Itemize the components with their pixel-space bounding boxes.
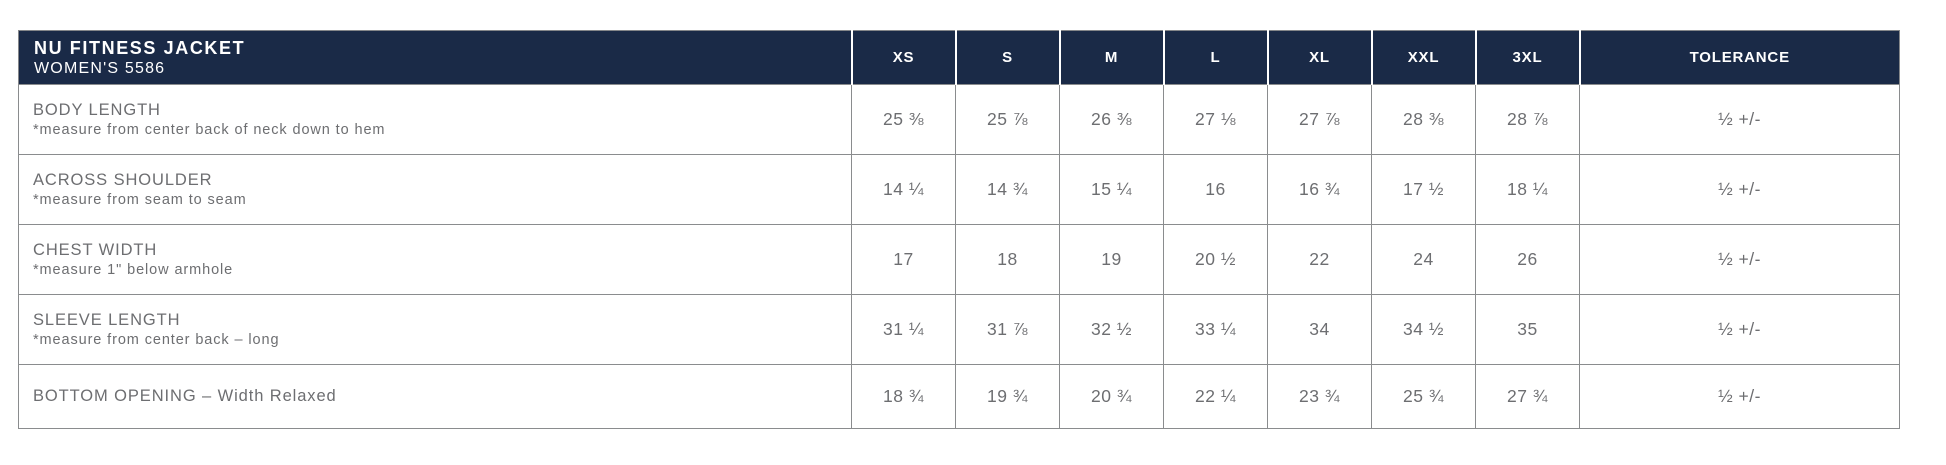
column-header-xxl: XXL xyxy=(1370,30,1476,85)
size-value-3xl: 18 ¼ xyxy=(1475,154,1580,225)
measurement-note: *measure 1" below armhole xyxy=(33,262,234,278)
table-title-cell: NU FITNESS JACKET WOMEN'S 5586 xyxy=(18,30,852,85)
measurement-name: SLEEVE LENGTH xyxy=(33,311,181,329)
size-value-s: 14 ¾ xyxy=(955,154,1060,225)
size-value-xs: 18 ¾ xyxy=(851,364,956,429)
measurement-name: BOTTOM OPENING – Width Relaxed xyxy=(33,387,337,405)
size-value-xs: 17 xyxy=(851,224,956,295)
measurement-label-cell: ACROSS SHOULDER *measure from seam to se… xyxy=(18,154,852,225)
size-value-xxl: 24 xyxy=(1371,224,1476,295)
size-value-3xl: 35 xyxy=(1475,294,1580,365)
size-value-l: 16 xyxy=(1163,154,1268,225)
column-header-3xl: 3XL xyxy=(1474,30,1580,85)
size-value-xl: 23 ¾ xyxy=(1267,364,1372,429)
table-row-sleeve-length: SLEEVE LENGTH *measure from center back … xyxy=(18,294,1900,365)
size-value-l: 27 ⅛ xyxy=(1163,84,1268,155)
table-row-across-shoulder: ACROSS SHOULDER *measure from seam to se… xyxy=(18,154,1900,225)
size-value-3xl: 26 xyxy=(1475,224,1580,295)
size-value-l: 33 ¼ xyxy=(1163,294,1268,365)
size-value-s: 19 ¾ xyxy=(955,364,1060,429)
size-value-xxl: 28 ⅜ xyxy=(1371,84,1476,155)
measurement-label-cell: SLEEVE LENGTH *measure from center back … xyxy=(18,294,852,365)
measurement-name: CHEST WIDTH xyxy=(33,241,158,259)
size-value-m: 15 ¼ xyxy=(1059,154,1164,225)
column-header-s: S xyxy=(954,30,1060,85)
measurement-name: ACROSS SHOULDER xyxy=(33,171,213,189)
size-value-l: 22 ¼ xyxy=(1163,364,1268,429)
size-value-l: 20 ½ xyxy=(1163,224,1268,295)
table-row-bottom-opening: BOTTOM OPENING – Width Relaxed 18 ¾ 19 ¾… xyxy=(18,364,1900,429)
measurement-label-cell: BODY LENGTH *measure from center back of… xyxy=(18,84,852,155)
measurement-note: *measure from center back – long xyxy=(33,332,280,348)
tolerance-value: ½ +/- xyxy=(1579,364,1900,429)
measurement-note: *measure from seam to seam xyxy=(33,192,247,208)
measurement-label-cell: CHEST WIDTH *measure 1" below armhole xyxy=(18,224,852,295)
measurement-label-cell: BOTTOM OPENING – Width Relaxed xyxy=(18,364,852,429)
size-value-xl: 34 xyxy=(1267,294,1372,365)
table-row-body-length: BODY LENGTH *measure from center back of… xyxy=(18,84,1900,155)
table-row-chest-width: CHEST WIDTH *measure 1" below armhole 17… xyxy=(18,224,1900,295)
tolerance-value: ½ +/- xyxy=(1579,154,1900,225)
size-value-xs: 25 ⅜ xyxy=(851,84,956,155)
column-header-tolerance: TOLERANCE xyxy=(1578,30,1900,85)
column-header-xs: XS xyxy=(850,30,956,85)
column-header-l: L xyxy=(1162,30,1268,85)
column-header-m: M xyxy=(1058,30,1164,85)
size-value-3xl: 28 ⅞ xyxy=(1475,84,1580,155)
size-value-m: 32 ½ xyxy=(1059,294,1164,365)
size-value-xxl: 17 ½ xyxy=(1371,154,1476,225)
size-value-xxl: 34 ½ xyxy=(1371,294,1476,365)
tolerance-value: ½ +/- xyxy=(1579,224,1900,295)
size-value-xl: 27 ⅞ xyxy=(1267,84,1372,155)
table-body: BODY LENGTH *measure from center back of… xyxy=(18,84,1900,429)
size-value-xxl: 25 ¾ xyxy=(1371,364,1476,429)
product-title: NU FITNESS JACKET xyxy=(34,38,246,58)
size-chart-table: NU FITNESS JACKET WOMEN'S 5586 XS S M L … xyxy=(18,30,1900,429)
tolerance-value: ½ +/- xyxy=(1579,294,1900,365)
size-value-xs: 31 ¼ xyxy=(851,294,956,365)
column-header-xl: XL xyxy=(1266,30,1372,85)
header-row: NU FITNESS JACKET WOMEN'S 5586 XS S M L … xyxy=(18,30,1900,85)
product-style-number: WOMEN'S 5586 xyxy=(34,60,166,77)
table-header: NU FITNESS JACKET WOMEN'S 5586 XS S M L … xyxy=(18,30,1900,85)
size-value-m: 20 ¾ xyxy=(1059,364,1164,429)
size-value-3xl: 27 ¾ xyxy=(1475,364,1580,429)
size-chart: NU FITNESS JACKET WOMEN'S 5586 XS S M L … xyxy=(18,30,1900,429)
size-value-s: 25 ⅞ xyxy=(955,84,1060,155)
tolerance-value: ½ +/- xyxy=(1579,84,1900,155)
size-value-s: 18 xyxy=(955,224,1060,295)
size-value-xl: 22 xyxy=(1267,224,1372,295)
size-value-xs: 14 ¼ xyxy=(851,154,956,225)
size-value-m: 26 ⅜ xyxy=(1059,84,1164,155)
size-value-s: 31 ⅞ xyxy=(955,294,1060,365)
measurement-note: *measure from center back of neck down t… xyxy=(33,122,386,138)
measurement-name: BODY LENGTH xyxy=(33,101,161,119)
size-value-m: 19 xyxy=(1059,224,1164,295)
size-value-xl: 16 ¾ xyxy=(1267,154,1372,225)
